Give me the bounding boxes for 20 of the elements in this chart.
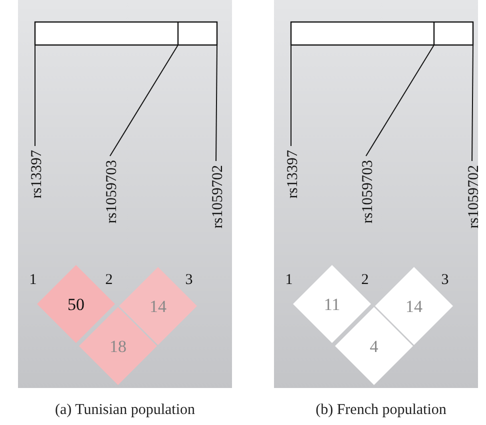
text: 1 (29, 272, 37, 288)
text: rs1059702 (210, 165, 226, 228)
text: (a) Tunisian population (54, 402, 196, 418)
data-label: 14 (406, 297, 423, 316)
data-label: 4 (370, 337, 379, 356)
text: rs13397 (29, 150, 45, 198)
data-label: 50 (68, 295, 84, 314)
text: rs1059703 (360, 160, 376, 224)
text: rs13397 (285, 150, 301, 198)
text: 3 (441, 272, 449, 288)
text: rs1059703 (104, 160, 120, 224)
text: 1 (285, 272, 293, 288)
data-label: 18 (110, 337, 126, 356)
text: (b) French population (316, 402, 447, 418)
text: rs1059702 (466, 165, 482, 228)
text: 2 (105, 272, 113, 288)
data-label: 11 (324, 295, 340, 314)
text: 3 (185, 272, 193, 288)
data-label: 14 (150, 297, 167, 316)
text: 2 (361, 272, 369, 288)
